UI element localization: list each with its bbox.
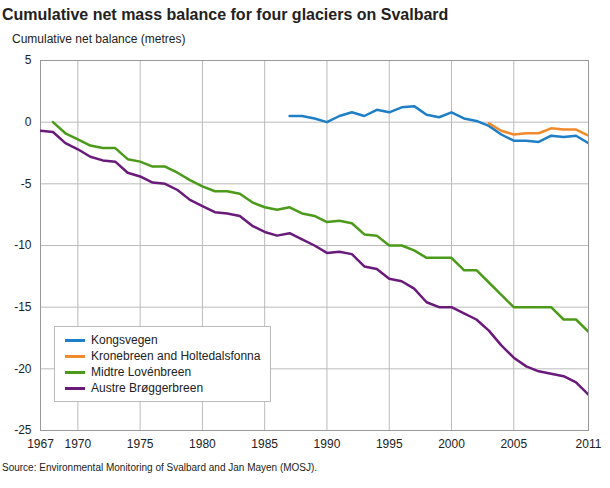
svg-text:-10: -10 — [14, 238, 32, 252]
svg-text:-5: -5 — [21, 177, 32, 191]
svg-text:1990: 1990 — [314, 437, 341, 451]
svg-text:1980: 1980 — [189, 437, 216, 451]
svg-text:2005: 2005 — [500, 437, 527, 451]
svg-text:2000: 2000 — [438, 437, 465, 451]
svg-text:-25: -25 — [14, 423, 32, 437]
svg-text:1967: 1967 — [27, 437, 54, 451]
html-text:Cumulative net balance (metres: Cumulative net balance (metres) — [12, 32, 186, 46]
svg-text:5: 5 — [25, 53, 32, 67]
svg-text:1975: 1975 — [127, 437, 154, 451]
svg-text:1985: 1985 — [251, 437, 278, 451]
html-text:Kongsvegen: Kongsvegen — [91, 333, 158, 347]
svg-text:-20: -20 — [14, 362, 32, 376]
html-text:Austre Brøggerbreen: Austre Brøggerbreen — [91, 381, 204, 395]
html-text:Source: Environmental Monitori: Source: Environmental Monitoring of Sval… — [2, 462, 318, 473]
html-text:Cumulative net mass balance fo: Cumulative net mass balance for four gla… — [2, 6, 449, 23]
svg-text:1970: 1970 — [65, 437, 92, 451]
html-text:Midtre Lovénbreen: Midtre Lovénbreen — [91, 365, 192, 379]
svg-text:1995: 1995 — [376, 437, 403, 451]
html-text:Kronebreen and Holtedalsfonna: Kronebreen and Holtedalsfonna — [91, 349, 261, 363]
svg-text:0: 0 — [25, 115, 32, 129]
svg-text:-15: -15 — [14, 300, 32, 314]
svg-text:2011: 2011 — [576, 437, 602, 451]
